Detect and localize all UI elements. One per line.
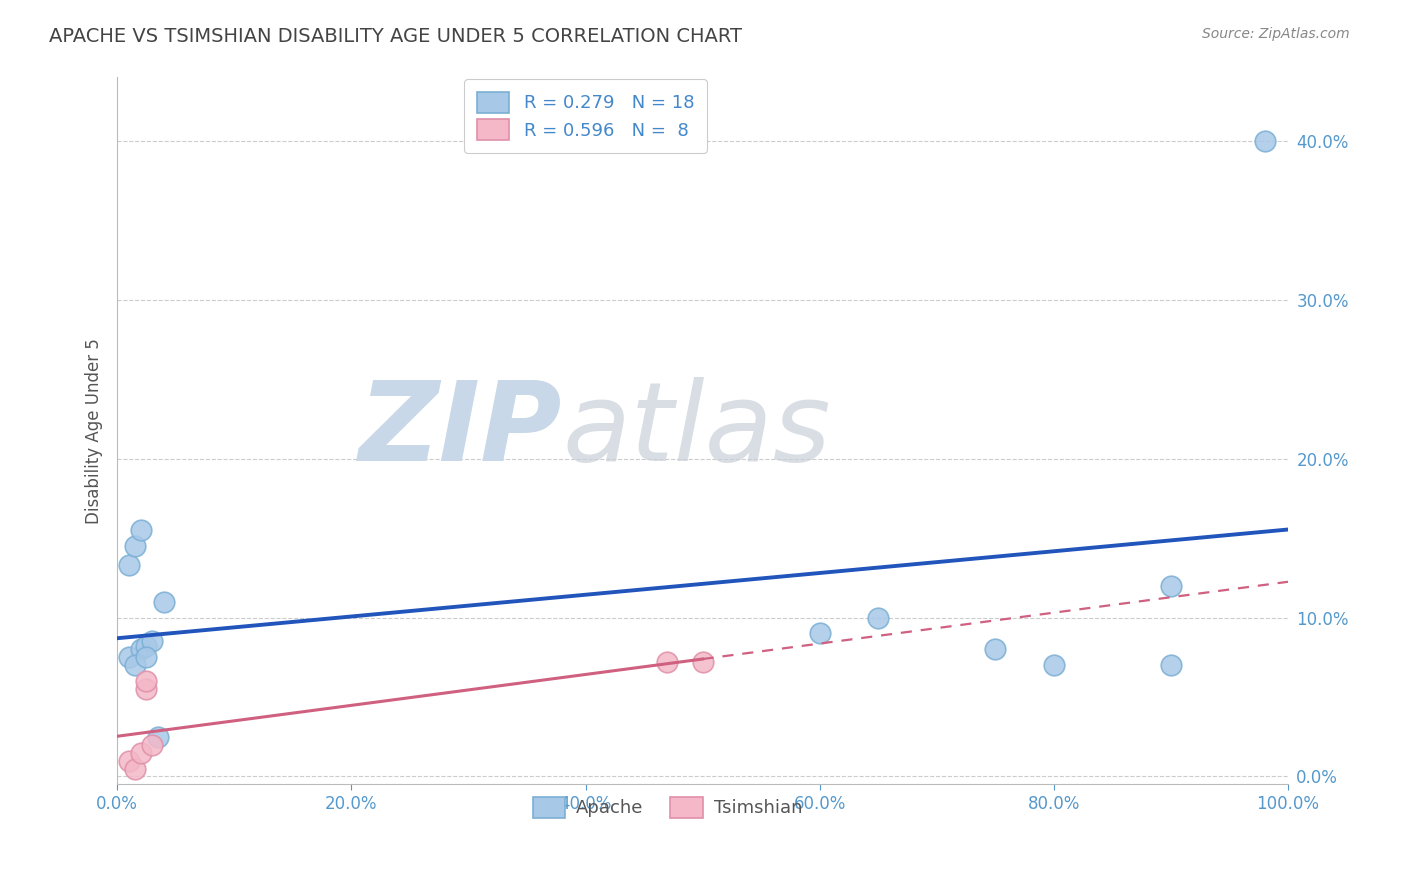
Point bbox=[1160, 579, 1182, 593]
Point bbox=[124, 539, 146, 553]
Point bbox=[1253, 134, 1275, 148]
Point bbox=[868, 610, 890, 624]
Point bbox=[124, 762, 146, 776]
Point bbox=[118, 558, 141, 573]
Point bbox=[141, 738, 163, 752]
Point bbox=[129, 523, 152, 537]
Point bbox=[129, 746, 152, 760]
Text: atlas: atlas bbox=[562, 377, 831, 484]
Point bbox=[153, 595, 176, 609]
Text: ZIP: ZIP bbox=[359, 377, 562, 484]
Point bbox=[984, 642, 1007, 657]
Point bbox=[146, 730, 169, 744]
Point bbox=[135, 682, 157, 697]
Text: Source: ZipAtlas.com: Source: ZipAtlas.com bbox=[1202, 27, 1350, 41]
Point bbox=[124, 658, 146, 673]
Point bbox=[657, 655, 679, 669]
Text: APACHE VS TSIMSHIAN DISABILITY AGE UNDER 5 CORRELATION CHART: APACHE VS TSIMSHIAN DISABILITY AGE UNDER… bbox=[49, 27, 742, 45]
Point bbox=[135, 639, 157, 653]
Point bbox=[1160, 658, 1182, 673]
Point bbox=[135, 674, 157, 689]
Legend: Apache, Tsimshian: Apache, Tsimshian bbox=[526, 789, 810, 825]
Point bbox=[135, 650, 157, 665]
Point bbox=[692, 655, 714, 669]
Point bbox=[141, 634, 163, 648]
Point bbox=[118, 650, 141, 665]
Point bbox=[808, 626, 831, 640]
Y-axis label: Disability Age Under 5: Disability Age Under 5 bbox=[86, 338, 103, 524]
Point bbox=[118, 754, 141, 768]
Point bbox=[1043, 658, 1066, 673]
Point bbox=[129, 642, 152, 657]
